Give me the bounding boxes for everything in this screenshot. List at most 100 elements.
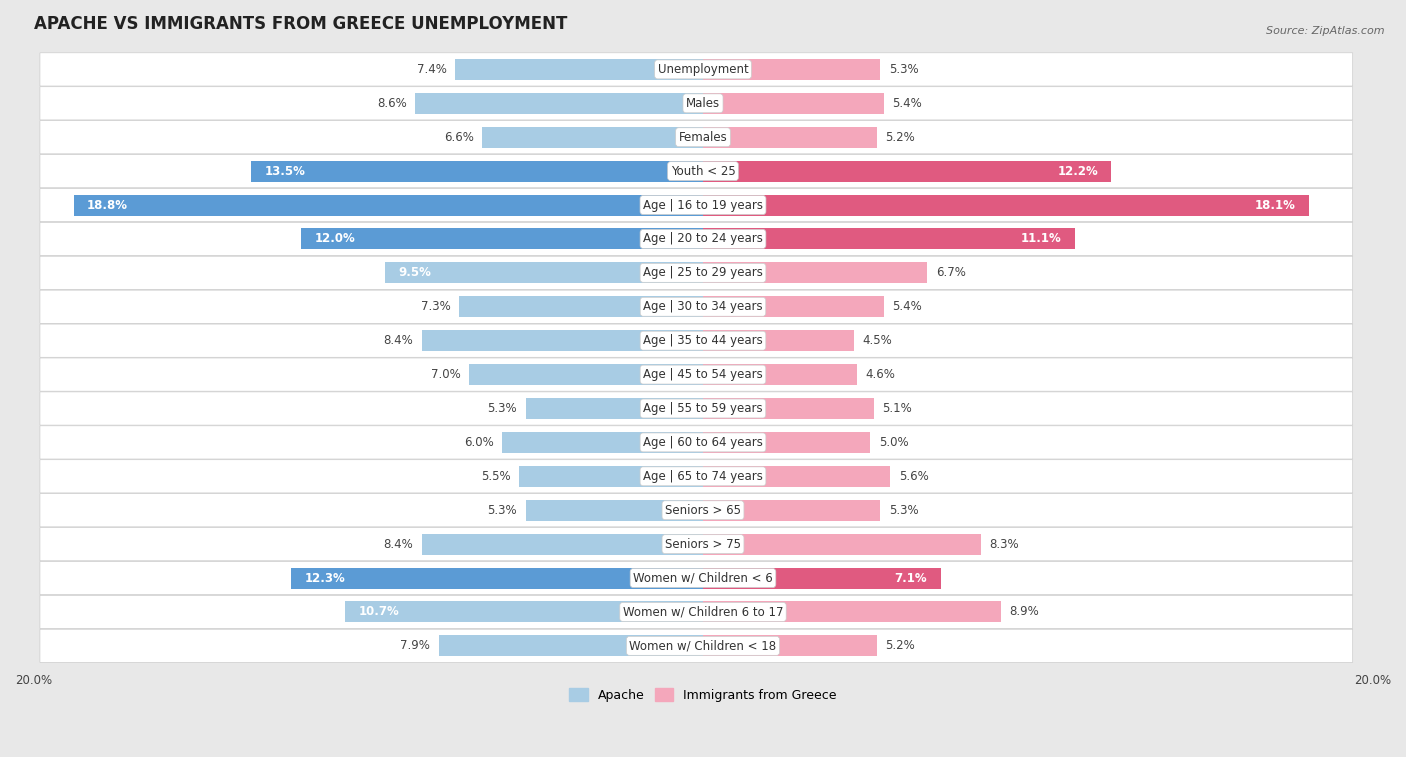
Bar [422,330,703,351]
Bar [703,500,880,521]
Bar [703,635,877,656]
Text: Age | 35 to 44 years: Age | 35 to 44 years [643,334,763,347]
Text: Females: Females [679,131,727,144]
Text: 6.6%: 6.6% [444,131,474,144]
Bar [703,330,853,351]
Bar [703,432,870,453]
Text: Age | 65 to 74 years: Age | 65 to 74 years [643,470,763,483]
Text: Age | 60 to 64 years: Age | 60 to 64 years [643,436,763,449]
FancyBboxPatch shape [39,188,1353,222]
Bar [252,160,703,182]
Text: Source: ZipAtlas.com: Source: ZipAtlas.com [1267,26,1385,36]
Text: 5.3%: 5.3% [488,402,517,415]
Text: 8.4%: 8.4% [384,334,413,347]
FancyBboxPatch shape [39,595,1353,628]
Text: 7.4%: 7.4% [418,63,447,76]
FancyBboxPatch shape [39,494,1353,527]
Text: 18.1%: 18.1% [1254,198,1295,211]
Text: 8.9%: 8.9% [1010,606,1039,618]
Text: APACHE VS IMMIGRANTS FROM GREECE UNEMPLOYMENT: APACHE VS IMMIGRANTS FROM GREECE UNEMPLO… [34,15,567,33]
FancyBboxPatch shape [39,358,1353,391]
Text: Youth < 25: Youth < 25 [671,164,735,178]
Bar [703,602,1001,622]
Text: Seniors > 75: Seniors > 75 [665,537,741,550]
Text: 8.6%: 8.6% [377,97,406,110]
Text: 12.2%: 12.2% [1057,164,1098,178]
FancyBboxPatch shape [39,53,1353,86]
FancyBboxPatch shape [39,629,1353,662]
Bar [703,534,981,555]
Text: Age | 45 to 54 years: Age | 45 to 54 years [643,368,763,381]
Text: 7.3%: 7.3% [420,301,450,313]
Bar [703,93,884,114]
FancyBboxPatch shape [39,324,1353,357]
Text: Age | 55 to 59 years: Age | 55 to 59 years [643,402,763,415]
Bar [526,398,703,419]
Bar [703,160,1111,182]
Text: Age | 20 to 24 years: Age | 20 to 24 years [643,232,763,245]
Text: 5.4%: 5.4% [893,301,922,313]
Bar [458,296,703,317]
Text: Age | 25 to 29 years: Age | 25 to 29 years [643,266,763,279]
FancyBboxPatch shape [39,528,1353,561]
FancyBboxPatch shape [39,562,1353,595]
FancyBboxPatch shape [39,87,1353,120]
Text: 7.1%: 7.1% [894,572,928,584]
FancyBboxPatch shape [39,425,1353,459]
Text: 11.1%: 11.1% [1021,232,1062,245]
Text: 7.9%: 7.9% [401,640,430,653]
Text: 5.3%: 5.3% [488,503,517,517]
Text: Seniors > 65: Seniors > 65 [665,503,741,517]
Bar [456,59,703,80]
Text: 5.3%: 5.3% [889,503,918,517]
Text: 5.6%: 5.6% [898,470,928,483]
FancyBboxPatch shape [39,392,1353,425]
Bar [344,602,703,622]
FancyBboxPatch shape [39,120,1353,154]
FancyBboxPatch shape [39,223,1353,256]
Bar [415,93,703,114]
Text: 5.4%: 5.4% [893,97,922,110]
Text: Age | 30 to 34 years: Age | 30 to 34 years [643,301,763,313]
Bar [703,398,873,419]
Text: 5.5%: 5.5% [481,470,510,483]
Bar [703,296,884,317]
FancyBboxPatch shape [39,290,1353,323]
Bar [422,534,703,555]
Bar [703,263,928,283]
Text: 9.5%: 9.5% [398,266,432,279]
Text: Women w/ Children < 6: Women w/ Children < 6 [633,572,773,584]
Bar [468,364,703,385]
Bar [301,229,703,250]
Bar [703,59,880,80]
Bar [439,635,703,656]
Text: Unemployment: Unemployment [658,63,748,76]
Text: 10.7%: 10.7% [359,606,399,618]
Text: 7.0%: 7.0% [430,368,460,381]
FancyBboxPatch shape [39,154,1353,188]
Text: Women w/ Children < 18: Women w/ Children < 18 [630,640,776,653]
Text: Males: Males [686,97,720,110]
Bar [703,568,941,588]
Text: 12.3%: 12.3% [305,572,346,584]
Text: Women w/ Children 6 to 17: Women w/ Children 6 to 17 [623,606,783,618]
Text: 5.3%: 5.3% [889,63,918,76]
Text: 12.0%: 12.0% [315,232,356,245]
Text: 13.5%: 13.5% [264,164,305,178]
Bar [385,263,703,283]
Text: 5.2%: 5.2% [886,131,915,144]
Text: 5.2%: 5.2% [886,640,915,653]
Bar [703,195,1309,216]
Bar [482,126,703,148]
Text: 5.1%: 5.1% [882,402,912,415]
Bar [73,195,703,216]
Bar [291,568,703,588]
Text: 8.4%: 8.4% [384,537,413,550]
Text: 8.3%: 8.3% [990,537,1019,550]
FancyBboxPatch shape [39,459,1353,493]
Bar [703,364,858,385]
Legend: Apache, Immigrants from Greece: Apache, Immigrants from Greece [564,684,842,707]
Bar [703,466,890,487]
Text: 4.6%: 4.6% [865,368,896,381]
Bar [703,229,1074,250]
